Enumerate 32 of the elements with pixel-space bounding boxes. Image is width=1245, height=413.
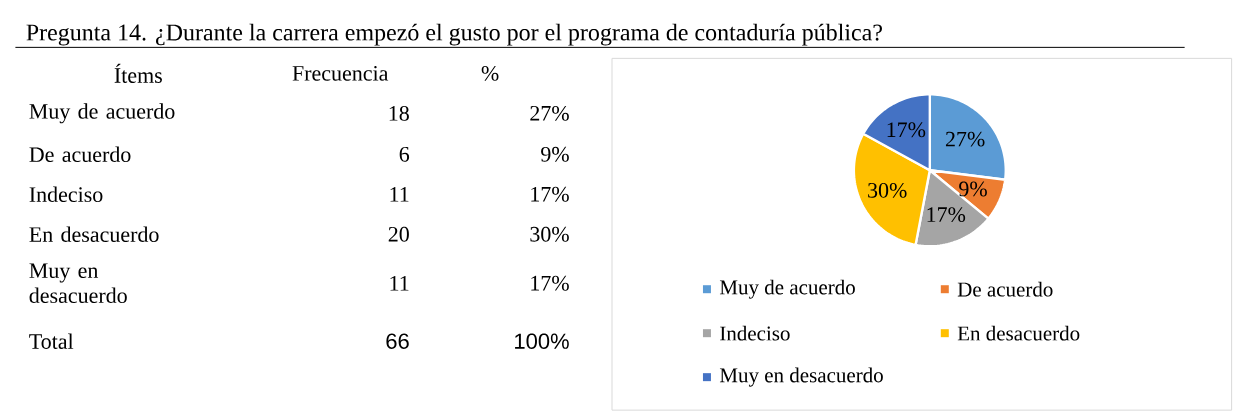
text: 20 bbox=[388, 227, 409, 242]
data-label: 17% bbox=[887, 122, 926, 138]
text: % bbox=[481, 66, 499, 82]
data-label: 17% bbox=[927, 207, 966, 223]
text: Ítems bbox=[114, 64, 162, 84]
text: 6 bbox=[399, 147, 410, 162]
text: 11 bbox=[390, 276, 409, 291]
text: 11 bbox=[390, 187, 409, 202]
data-label: 30% bbox=[868, 183, 907, 199]
text: 66 bbox=[386, 333, 409, 350]
category-label: En desacuerdo bbox=[29, 226, 159, 243]
text: 9% bbox=[541, 147, 569, 162]
text: 30% bbox=[530, 227, 569, 242]
legend-label: De acuerdo bbox=[957, 282, 1053, 297]
legend-label: Muy de acuerdo bbox=[719, 279, 855, 299]
legend-label: Muy en desacuerdo bbox=[719, 367, 883, 387]
text: Frecuencia bbox=[292, 66, 389, 81]
text: 18 bbox=[389, 106, 409, 121]
text: Total bbox=[29, 333, 74, 350]
category-label: Indeciso bbox=[29, 186, 103, 203]
category-label: De acuerdo bbox=[29, 146, 131, 163]
text: Pregunta 14. ¿Durante la carrera empezó el gusto por el programa de contaduría pública? bbox=[26, 23, 882, 46]
legend-label: Indeciso bbox=[720, 326, 790, 341]
data-label: 27% bbox=[945, 131, 985, 147]
text: 27% bbox=[530, 106, 569, 122]
text: 17% bbox=[531, 187, 569, 202]
data-label: 9% bbox=[959, 181, 987, 197]
category-label: Muy de acuerdo bbox=[29, 103, 175, 124]
text: 100% bbox=[515, 333, 569, 350]
text: 17% bbox=[531, 276, 569, 291]
category-label: Muy en desacuerdo bbox=[29, 263, 127, 304]
legend-label: En desacuerdo bbox=[957, 326, 1080, 341]
